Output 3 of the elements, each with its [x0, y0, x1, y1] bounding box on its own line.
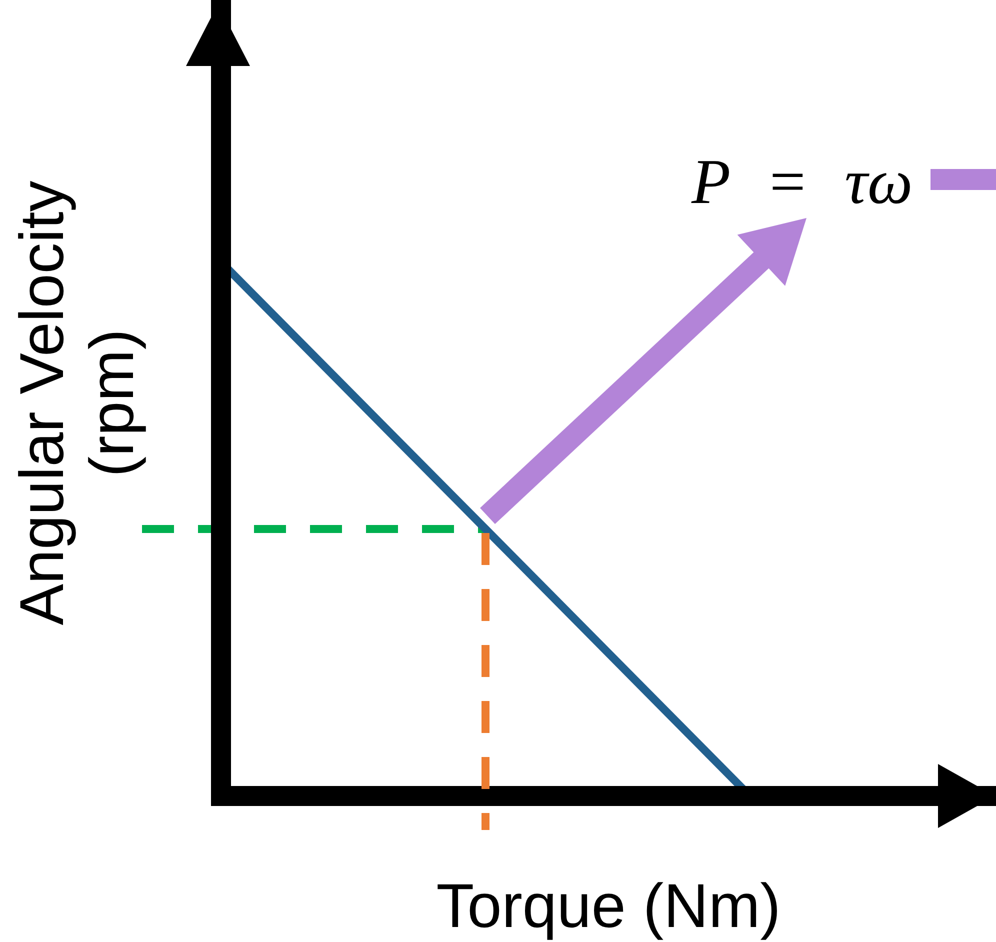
text: P = τω — [690, 146, 913, 217]
x-axis-title: Torque (Nm) — [436, 872, 781, 941]
y-axis-title: Angular Velocity (rpm) — [8, 180, 147, 626]
